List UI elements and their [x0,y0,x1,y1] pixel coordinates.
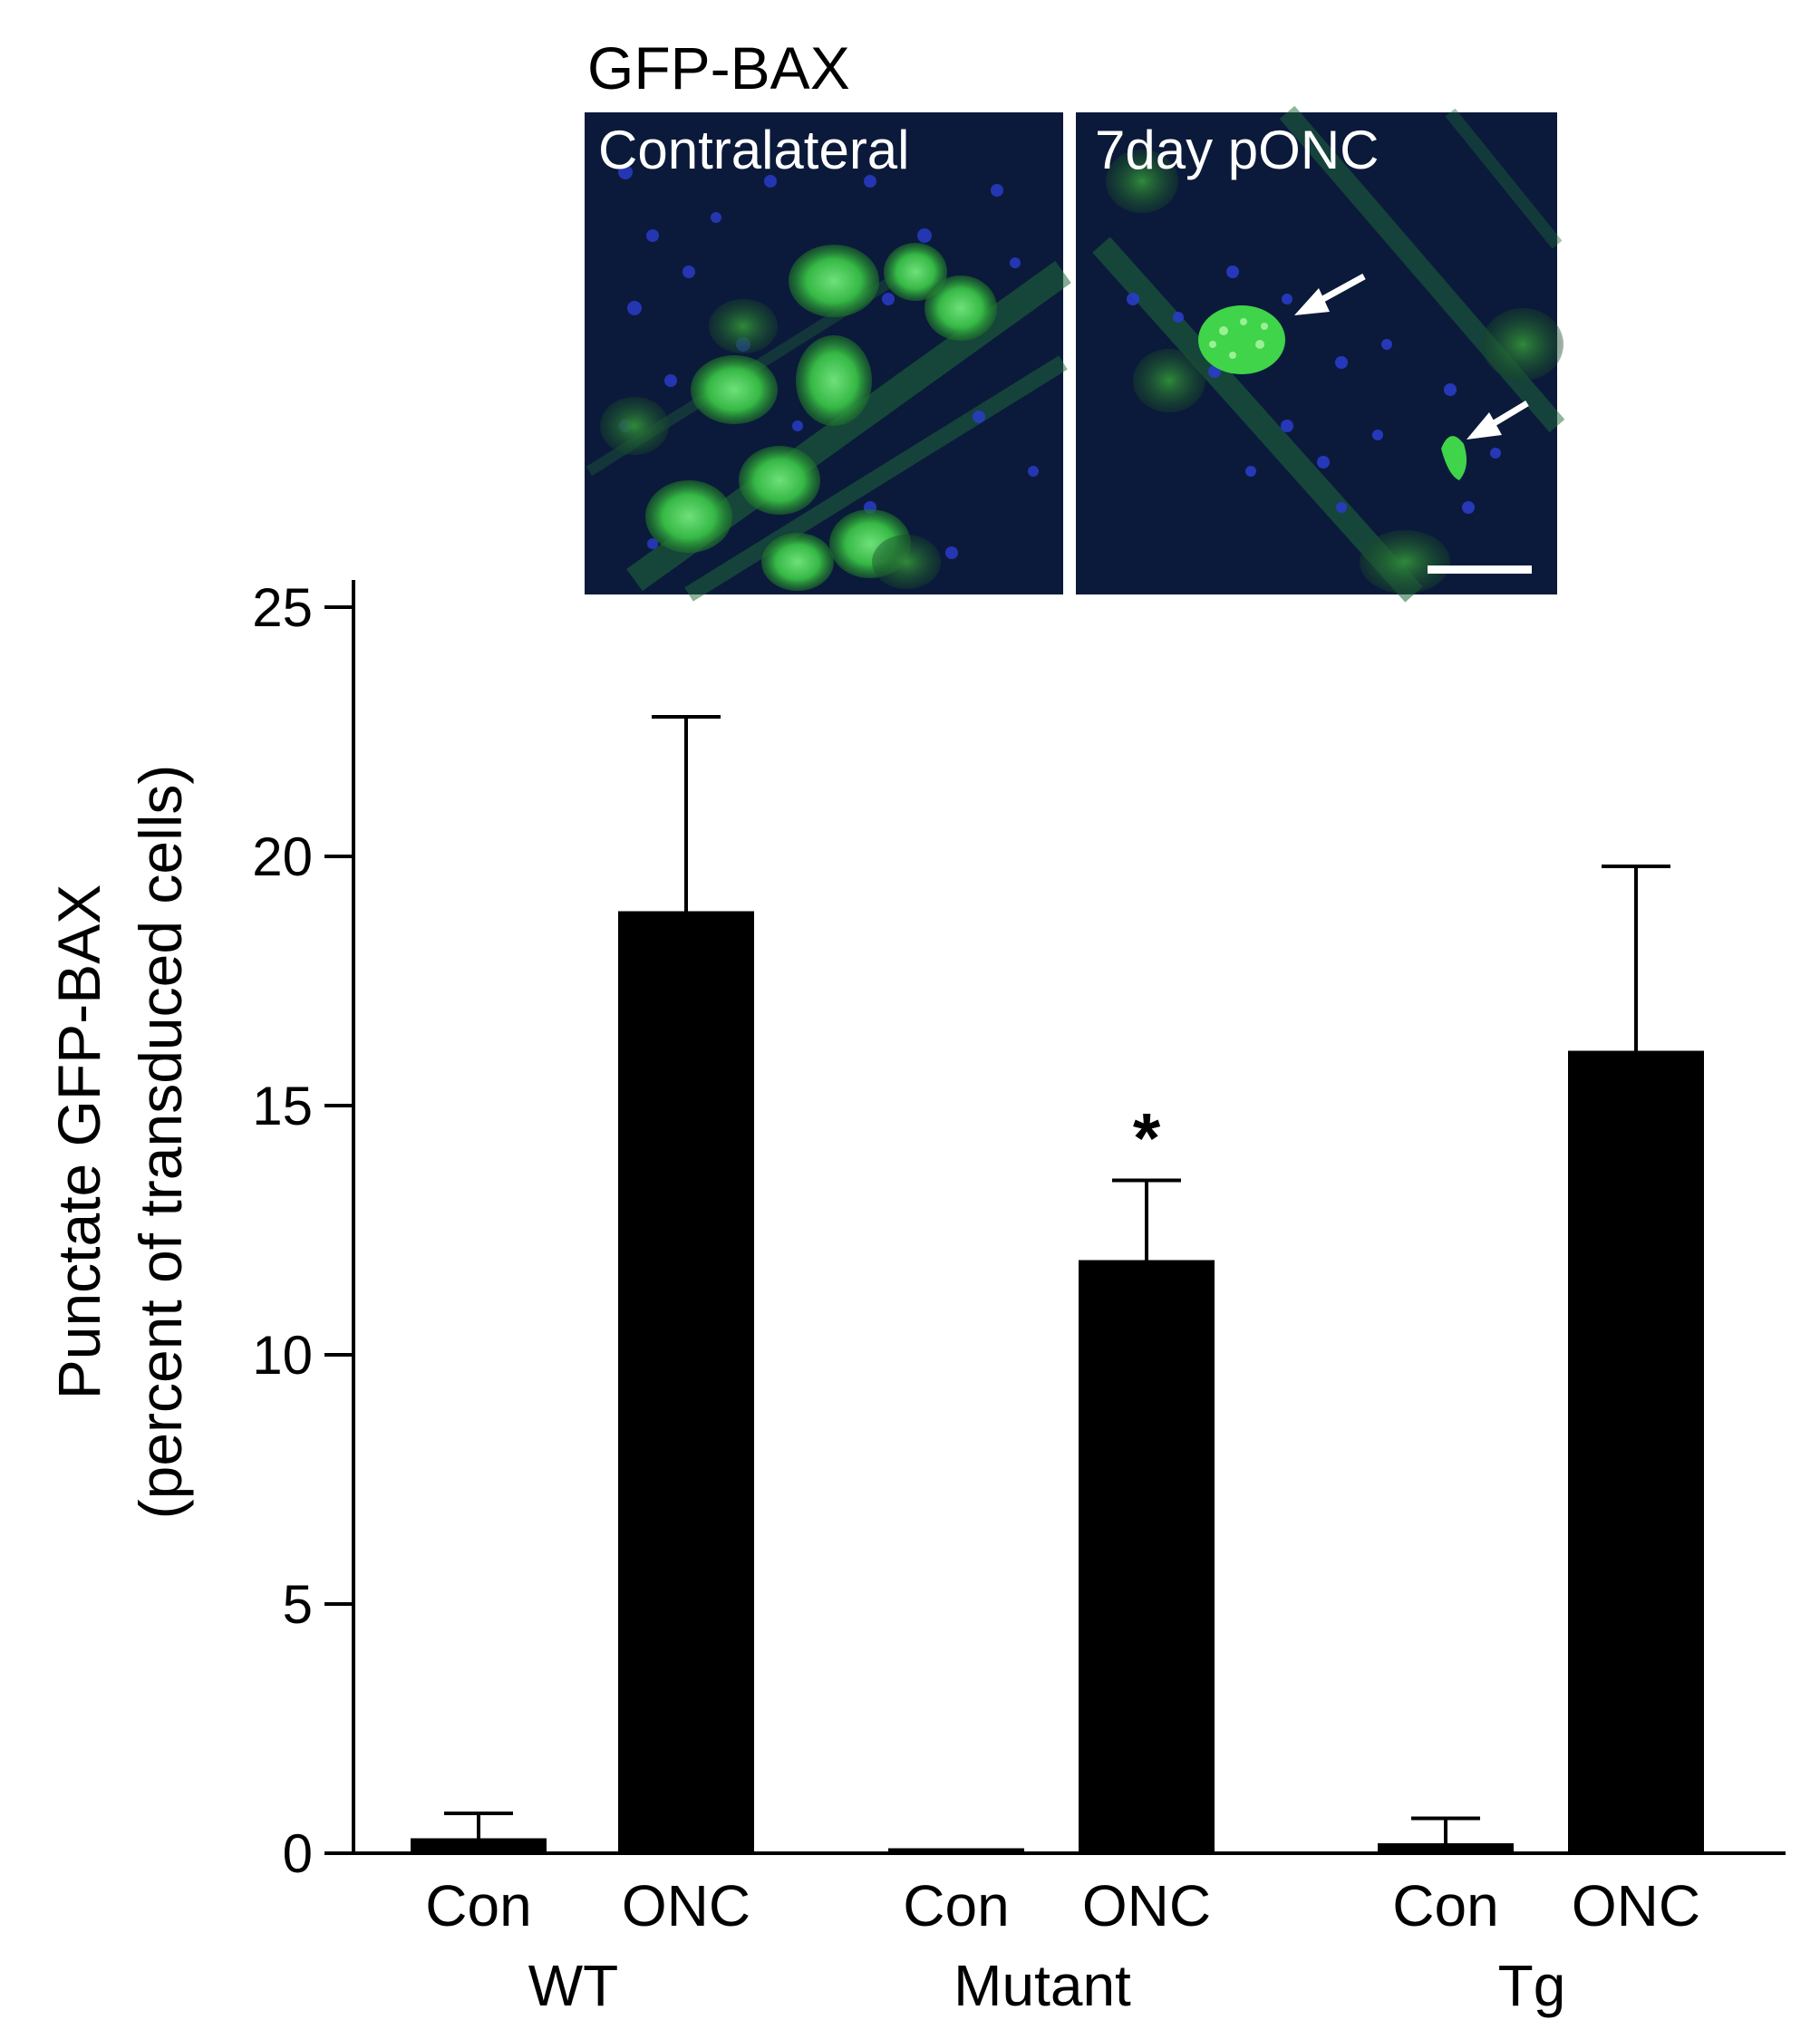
bar [411,1838,547,1853]
axes [352,580,1786,1855]
y-tick-label: 15 [252,1076,313,1136]
x-tick-label: ONC [622,1873,750,1938]
y-axis-label-line2: (percent of transduced cells) [127,765,194,1520]
bar [1079,1260,1215,1853]
x-tick-label: ONC [1572,1873,1700,1938]
micrograph-contralateral: Contralateral [585,112,1071,602]
group-label: WT [528,1953,619,2018]
group-label: Tg [1498,1953,1566,2018]
error-bars [444,715,1670,1843]
bar [618,911,754,1853]
y-axis-ticks: 0 5 10 15 20 25 [252,577,353,1884]
panel-label-contralateral: Contralateral [598,120,910,180]
x-tick-label: ONC [1082,1873,1211,1938]
panel-label-7day-ponc: 7day pONC [1095,120,1379,180]
x-tick-label: Con [903,1873,1009,1938]
x-tick-label: Con [425,1873,531,1938]
x-axis-labels: Con ONC Con ONC Con ONC [425,1873,1700,1938]
y-tick-label: 5 [283,1574,313,1635]
y-tick-label: 20 [252,826,313,887]
group-labels: WT Mutant Tg [528,1953,1566,2018]
micrograph-7day-ponc: 7day pONC [1076,105,1565,603]
bar [888,1848,1024,1853]
x-tick-label: Con [1392,1873,1498,1938]
group-label: Mutant [954,1953,1131,2018]
bar [1568,1050,1704,1853]
annotations: * [1133,1098,1161,1178]
y-axis-label-line1: Punctate GFP-BAX [45,884,112,1400]
significance-marker: * [1133,1098,1161,1178]
panel-title: GFP-BAX [587,34,850,101]
y-tick-label: 25 [252,577,313,638]
y-tick-label: 0 [283,1823,313,1884]
bars [411,911,1704,1853]
bar-chart: 0 5 10 15 20 25 * Con ONC Con ONC Con ONC WT Mutant… [45,577,1786,2018]
bar [1378,1843,1514,1853]
y-tick-label: 10 [252,1325,313,1386]
